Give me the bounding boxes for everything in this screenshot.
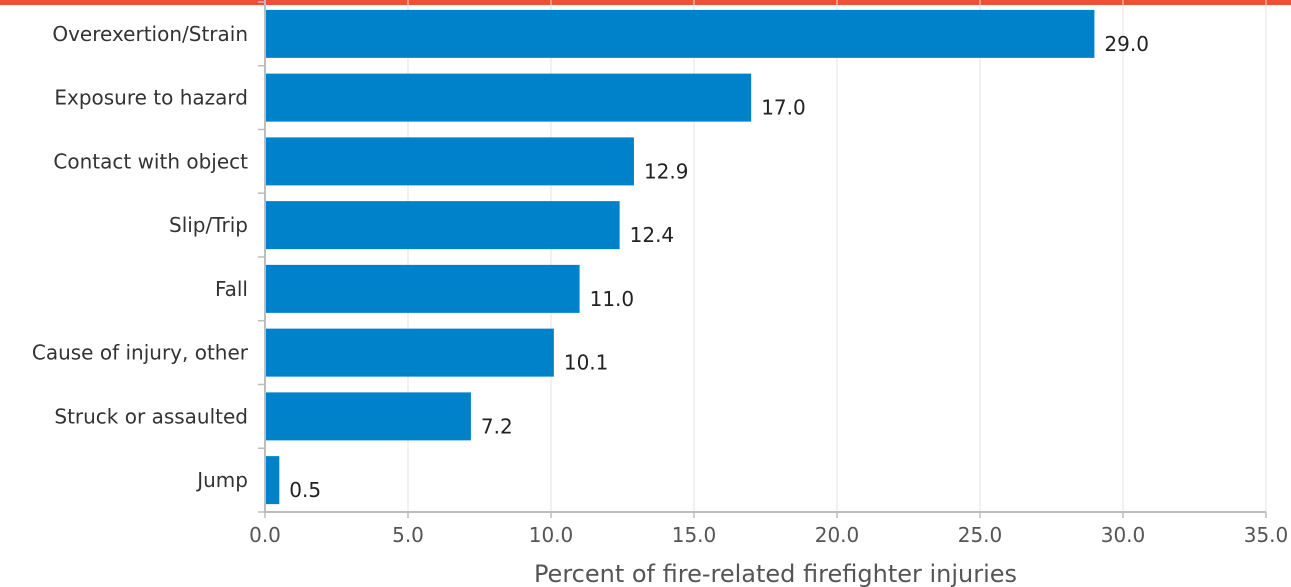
bar	[265, 456, 280, 505]
category-label: Cause of injury, other	[32, 341, 249, 365]
category-label: Struck or assaulted	[54, 404, 248, 428]
bars	[265, 9, 1095, 505]
category-label: Jump	[195, 468, 248, 492]
data-label: 12.4	[630, 223, 675, 247]
x-tick-label: 10.0	[529, 523, 574, 547]
x-axis-title: Percent of fire-related firefighter inju…	[534, 560, 1017, 587]
bar	[265, 264, 580, 313]
data-label: 11.0	[590, 287, 635, 311]
x-tick-label: 5.0	[392, 523, 424, 547]
x-tick-label: 30.0	[1101, 523, 1146, 547]
category-label: Fall	[215, 277, 248, 301]
data-label: 12.9	[644, 159, 689, 183]
bar	[265, 392, 471, 441]
axes	[258, 0, 1267, 518]
data-label: 17.0	[761, 96, 806, 120]
category-label: Exposure to hazard	[54, 86, 248, 110]
data-label: 7.2	[481, 414, 513, 438]
labels: 0.0 5.0 10.0 15.0 20.0 25.0 30.0 35.0 Overexerti…	[32, 22, 1288, 547]
bar	[265, 201, 620, 250]
x-tick-label: 15.0	[672, 523, 717, 547]
bar	[265, 9, 1095, 58]
category-label: Slip/Trip	[169, 213, 248, 237]
bar	[265, 328, 554, 377]
x-tick-label: 20.0	[815, 523, 860, 547]
category-label: Contact with object	[53, 149, 248, 173]
category-label: Overexertion/Strain	[52, 22, 248, 46]
data-label: 0.5	[289, 478, 321, 502]
data-label: 29.0	[1104, 32, 1149, 56]
top-accent-bar	[0, 0, 1291, 5]
x-tick-label: 25.0	[958, 523, 1003, 547]
bar	[265, 137, 634, 186]
data-label: 10.1	[564, 351, 609, 375]
bar	[265, 73, 752, 122]
x-tick-label: 0.0	[249, 523, 281, 547]
x-tick-label: 35.0	[1244, 523, 1289, 547]
